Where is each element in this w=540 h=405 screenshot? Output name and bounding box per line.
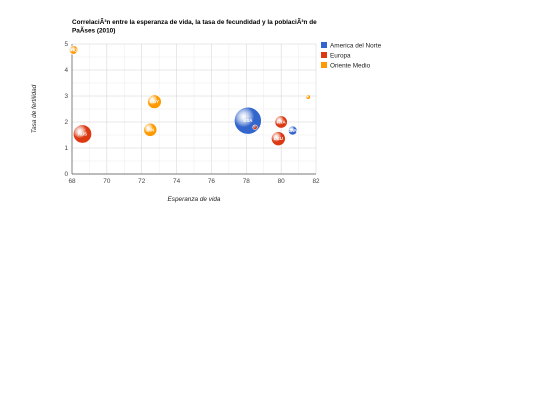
x-axis-title: Esperanza de vida: [168, 196, 221, 203]
bubble-gbr: [252, 124, 258, 130]
y-tick-label: 3: [64, 93, 68, 100]
legend: America del Norte Europa Oriente Medio: [321, 42, 382, 70]
legend-label: America del Norte: [330, 43, 382, 50]
bubble-mark: [287, 125, 298, 136]
bubble-can: CAN: [287, 125, 298, 136]
x-tick-labels: 68 70 72 74 76 78 80 82: [68, 178, 320, 185]
bubble-label: RUS: [78, 131, 87, 136]
bubble-label: DEU: [274, 136, 283, 141]
bubble-mark: [72, 124, 92, 144]
gridlines: [71, 43, 317, 175]
legend-swatch: [321, 52, 327, 58]
bubble-label: EGY: [150, 99, 159, 104]
x-tick-label: 74: [173, 178, 181, 185]
legend-label: Europa: [330, 53, 351, 60]
bubble-mark: [274, 115, 288, 129]
bubble-deu: DEU: [271, 131, 286, 146]
bubble-label: IRN: [146, 127, 154, 132]
bubble-egy: EGY: [147, 94, 162, 109]
x-tick-label: 82: [312, 178, 320, 185]
y-tick-label: 1: [64, 145, 68, 152]
bubble-mark: [271, 131, 286, 146]
x-tick-label: 68: [68, 178, 76, 185]
bubble-mark: [252, 124, 258, 130]
y-tick-label: 5: [64, 41, 68, 48]
bubble-label: CAN: [288, 128, 298, 133]
y-tick-labels: 0 1 2 3 4 5: [64, 41, 68, 178]
legend-swatch: [321, 62, 327, 68]
legend-swatch: [321, 42, 327, 48]
bubble-rus: RUS: [72, 124, 92, 144]
x-tick-label: 78: [243, 178, 251, 185]
bubble-mark: [147, 94, 162, 109]
chart-title-line: PaÃses (2010): [72, 26, 115, 35]
x-tick-label: 76: [208, 178, 216, 185]
x-tick-label: 80: [278, 178, 286, 185]
x-tick-label: 70: [103, 178, 111, 185]
bubble-mark: [143, 122, 158, 137]
y-tick-label: 2: [64, 119, 68, 126]
x-tick-label: 72: [138, 178, 146, 185]
y-axis-title: Tasa de fertilidad: [31, 84, 38, 133]
chart-title: CorrelaciÃ³n entre la esperanza de vida,…: [72, 17, 317, 35]
bubble-isr: [305, 94, 311, 100]
bubble-irq: IRQ: [68, 45, 79, 55]
bubble-label: USA: [243, 118, 253, 123]
chart-title-line: CorrelaciÃ³n entre la esperanza de vida,…: [72, 17, 317, 26]
y-tick-label: 4: [64, 67, 68, 74]
bubble-irn: IRN: [143, 122, 158, 137]
bubble-mark: [68, 45, 79, 55]
axes: [71, 44, 316, 175]
legend-label: Oriente Medio: [330, 63, 371, 70]
bubble-usa: USA: [234, 106, 262, 135]
bubble-label: FRA: [277, 120, 287, 125]
bubble-label: IRQ: [70, 47, 78, 52]
bubble-fra: FRA: [274, 115, 288, 129]
y-tick-label: 0: [64, 171, 68, 178]
bubble-mark: [305, 94, 311, 100]
